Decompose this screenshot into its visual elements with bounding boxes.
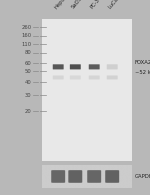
Text: 110: 110	[21, 42, 32, 47]
Text: PC-3: PC-3	[89, 0, 101, 10]
FancyBboxPatch shape	[53, 75, 64, 79]
FancyBboxPatch shape	[87, 170, 101, 183]
FancyBboxPatch shape	[89, 64, 100, 69]
FancyBboxPatch shape	[70, 75, 81, 79]
Text: 30: 30	[25, 93, 32, 98]
Text: 80: 80	[25, 50, 31, 55]
Text: ~52 kDa: ~52 kDa	[135, 70, 150, 75]
Text: 260: 260	[21, 25, 32, 30]
FancyBboxPatch shape	[107, 75, 118, 79]
Text: 60: 60	[25, 61, 31, 66]
Text: HepG2: HepG2	[53, 0, 69, 10]
FancyBboxPatch shape	[51, 170, 65, 183]
FancyBboxPatch shape	[70, 64, 81, 69]
Text: 50: 50	[25, 69, 31, 74]
Text: SaOS-2: SaOS-2	[70, 0, 87, 10]
Text: GAPDH: GAPDH	[135, 174, 150, 179]
FancyBboxPatch shape	[53, 64, 64, 69]
Text: FOXA2: FOXA2	[135, 60, 150, 65]
Text: 160: 160	[21, 33, 32, 38]
FancyBboxPatch shape	[105, 170, 119, 183]
FancyBboxPatch shape	[89, 75, 100, 79]
Text: 20: 20	[25, 109, 31, 114]
FancyBboxPatch shape	[107, 64, 118, 69]
FancyBboxPatch shape	[68, 170, 82, 183]
Text: LuCaP: LuCaP	[107, 0, 122, 10]
Text: 40: 40	[25, 80, 31, 85]
